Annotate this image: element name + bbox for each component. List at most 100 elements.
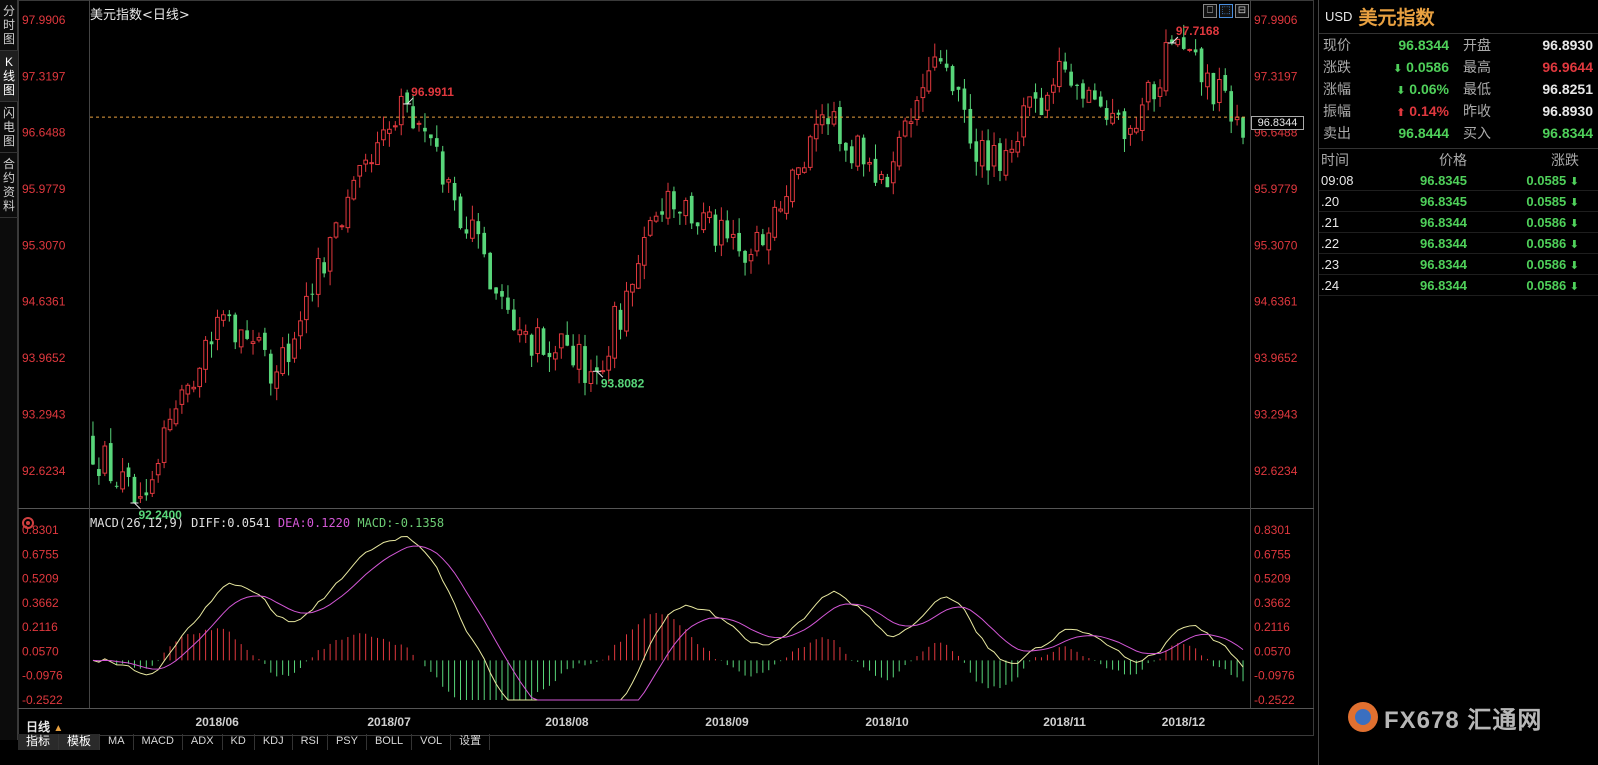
indicator-tab-macd[interactable]: MACD	[134, 734, 183, 750]
period-selector[interactable]: 日线 ▲	[26, 718, 63, 735]
candle-body-up	[149, 479, 155, 494]
candle-body-down	[488, 252, 492, 290]
left-tab-2[interactable]: 闪电图	[0, 102, 18, 153]
candle-body-up	[855, 135, 861, 167]
indicator-tab-kdj[interactable]: KDJ	[255, 734, 293, 750]
tick-header-time: 时间	[1321, 152, 1349, 169]
time-axis-label: 2018/09	[705, 715, 749, 729]
candle-body-up	[772, 206, 778, 238]
candle-body-up	[155, 462, 161, 476]
arrow-down-icon: ⬇	[1569, 217, 1579, 230]
indicator-tab-设置[interactable]: 设置	[451, 734, 491, 750]
tick-list[interactable]: 09:08 96.8345 0.0585 ⬇ .20 96.8345 0.0585 ⬇ .2…	[1319, 170, 1598, 296]
window-button-restore[interactable]: ⎕	[1203, 4, 1217, 18]
candle-body-down	[743, 250, 747, 263]
indicator-tab-模板[interactable]: 模板	[59, 734, 101, 750]
indicator-tab-adx[interactable]: ADX	[183, 734, 223, 750]
candle-body-down	[974, 141, 979, 162]
candle-body-down	[541, 328, 546, 355]
chart-frame	[18, 0, 1314, 736]
candle-body-down	[1033, 92, 1038, 99]
candle-body-up	[926, 70, 932, 92]
window-button-popout[interactable]: ⬚	[1219, 4, 1233, 18]
candle-body-up	[470, 219, 475, 239]
indicator-tab-vol[interactable]: VOL	[412, 734, 452, 750]
macd-settings-icon[interactable]	[22, 517, 34, 529]
macd-axis-label-right: -0.0976	[1254, 669, 1295, 683]
indicator-tab-指标[interactable]: 指标	[18, 734, 60, 750]
candle-body-down	[97, 469, 101, 476]
quote-label: 涨幅	[1323, 82, 1351, 98]
tick-time: .22	[1321, 235, 1340, 251]
tick-price: 96.8345	[1420, 193, 1467, 209]
candle-body-down	[547, 352, 552, 358]
candle-body-up	[339, 225, 345, 228]
macd-axis-label-left: -0.0976	[22, 669, 63, 683]
indicator-tab-psy[interactable]: PSY	[328, 734, 367, 750]
candle-body-up	[920, 87, 926, 99]
candle-body-down	[1170, 39, 1174, 43]
tick-change: 0.0586 ⬇	[1526, 277, 1579, 293]
candle-body-down	[944, 63, 949, 68]
candle-body-up	[327, 237, 333, 272]
price-axis-label-right: 93.9652	[1254, 351, 1298, 365]
left-tab-0[interactable]: 分时图	[0, 0, 18, 51]
tick-row: .21 96.8344 0.0586 ⬇	[1319, 212, 1598, 233]
candle-body-down	[322, 262, 327, 274]
quote-label: 昨收	[1463, 104, 1491, 120]
price-axis-label-right: 95.3070	[1254, 238, 1298, 252]
candle-body-up	[517, 329, 523, 336]
macd-axis-label-left: 0.0570	[22, 644, 59, 658]
candle-body-up	[719, 219, 724, 246]
candle-body-up	[238, 329, 244, 348]
window-button-minimize[interactable]: ⊟	[1235, 4, 1249, 18]
left-tab-3[interactable]: 合约资料	[0, 153, 18, 218]
indicator-tab-rsi[interactable]: RSI	[293, 734, 328, 750]
quote-row: 涨幅 ⬇ 0.06% 最低 96.8251	[1319, 78, 1598, 100]
candle-body-up	[665, 190, 671, 219]
candle-body-up	[879, 174, 884, 181]
candle-body-down	[968, 108, 973, 144]
indicator-tab-ma[interactable]: MA	[100, 734, 134, 750]
indicator-tab-kd[interactable]: KD	[223, 734, 255, 750]
price-axis-label-right: 92.6234	[1254, 464, 1298, 478]
candle-body-down	[108, 443, 113, 482]
candle-body-up	[683, 200, 689, 217]
quote-value: 96.8344	[1542, 125, 1593, 141]
candle-body-up	[369, 162, 374, 165]
quote-row: 现价 96.8344 开盘 96.8930	[1319, 34, 1598, 56]
candle-body-down	[209, 341, 214, 345]
tick-change: 0.0585 ⬇	[1526, 193, 1579, 209]
candle-body-down	[1223, 75, 1228, 91]
price-axis-label-left: 95.3070	[22, 238, 66, 252]
candle-body-down	[571, 345, 575, 366]
arrow-down-icon: ⬇	[1569, 196, 1579, 209]
quote-label: 最低	[1463, 82, 1491, 98]
candle-body-up	[203, 339, 208, 370]
quote-value: 96.8444	[1398, 125, 1449, 141]
candle-body-up	[831, 111, 837, 125]
price-axis-label-left: 96.6488	[22, 126, 66, 140]
candle-body-up	[1056, 60, 1062, 88]
candle-body-up	[730, 233, 736, 238]
time-axis-label: 2018/08	[545, 715, 589, 729]
candle-body-up	[1175, 38, 1181, 46]
candle-body-up	[120, 471, 125, 490]
candle-body-up	[1128, 127, 1133, 135]
candle-body-down	[737, 232, 741, 252]
candle-body-down	[405, 92, 409, 104]
candle-body-down	[286, 343, 291, 363]
indicator-tab-boll[interactable]: BOLL	[367, 734, 413, 750]
candle-body-down	[91, 435, 95, 465]
quote-label: 卖出	[1323, 126, 1351, 142]
price-axis-label-left: 92.6234	[22, 464, 66, 478]
candle-body-up	[790, 169, 795, 203]
candle-body-up	[357, 164, 363, 177]
candle-body-up	[813, 123, 819, 140]
candle-body-down	[1081, 83, 1085, 99]
candle-body-down	[695, 222, 700, 227]
fx678-logo-icon	[1348, 702, 1378, 732]
